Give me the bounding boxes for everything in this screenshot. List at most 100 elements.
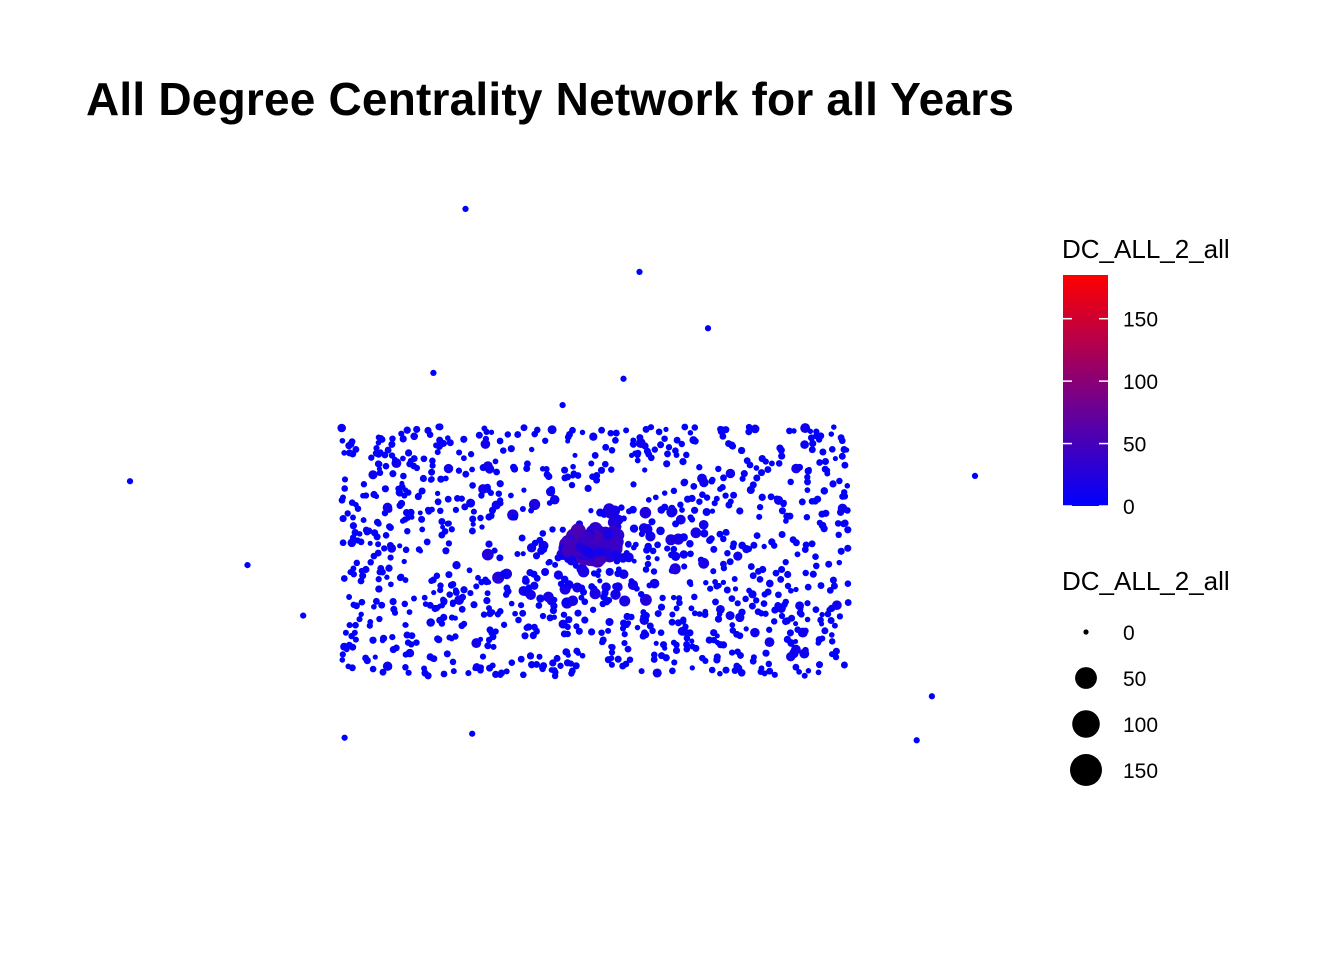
node-point [402,651,409,658]
node-point [581,616,589,624]
node-point [605,567,614,576]
node-point [791,463,801,474]
node-point [358,611,364,617]
node-point [384,574,390,580]
node-point [725,468,736,479]
node-point [776,444,784,452]
node-point [515,616,522,624]
outlier-node-point [636,268,643,276]
node-point [526,652,535,660]
node-point [431,590,437,596]
node-point [526,543,537,553]
node-point [446,520,452,527]
node-point [503,584,511,592]
node-point [479,524,485,530]
node-point [682,623,689,630]
node-point [413,639,420,646]
node-point [387,554,394,561]
node-point [716,582,722,589]
node-point [400,472,407,480]
node-point [543,591,554,603]
node-point [812,562,820,570]
node-point [764,637,775,647]
node-point [413,425,421,433]
node-point [415,492,422,499]
node-point [689,638,695,644]
size-legend-key [1083,629,1089,635]
node-point [624,645,632,653]
node-point [676,599,683,607]
node-point [667,506,678,517]
node-point [804,473,811,481]
node-point [715,465,722,473]
node-point [698,557,710,569]
node-point [641,631,650,639]
node-point [494,611,502,618]
node-point [609,505,621,517]
node-point [568,481,576,489]
node-point [562,598,570,606]
node-point [784,570,792,579]
node-point [400,455,406,462]
node-point [375,585,383,593]
node-point [344,510,351,517]
node-point [469,515,477,523]
node-point [572,582,583,593]
node-point [437,582,444,589]
colorbar [1063,275,1108,506]
node-point [369,665,377,673]
node-point [672,646,681,655]
node-point [385,564,393,572]
node-point [756,503,764,511]
node-point [426,601,434,609]
node-point [475,574,481,581]
node-point [452,588,460,596]
node-point [767,493,775,501]
node-point [713,495,720,502]
node-point [836,477,843,485]
node-point [454,595,464,605]
node-point [389,633,396,641]
node-point [372,597,380,605]
node-point [523,465,531,473]
node-point [483,461,493,471]
size-legend-label: 50 [1123,668,1146,691]
node-point [410,455,418,463]
node-point [541,568,550,576]
node-point [446,591,453,598]
node-point [526,569,534,577]
node-point [349,522,358,530]
node-point [531,623,538,631]
node-point [477,514,484,522]
node-point [765,660,773,668]
node-point [519,505,526,513]
node-point [552,561,559,568]
node-point [428,468,436,476]
node-point [534,426,541,434]
node-point [765,579,774,588]
node-point [824,470,831,477]
size-legend-label: 150 [1123,760,1158,783]
node-point [401,492,408,499]
node-point [352,636,359,643]
node-point [654,556,660,562]
node-point [761,543,767,550]
outlier-node-point [971,472,979,480]
node-point [404,528,411,535]
node-point [778,612,786,620]
hub-node-point [603,528,615,540]
node-point [786,629,794,637]
chart-title: All Degree Centrality Network for all Ye… [86,73,1015,125]
node-point [368,470,378,480]
node-point [719,426,726,433]
node-point [536,653,543,660]
outlier-node-point [928,693,936,700]
node-point [657,629,665,636]
node-point [339,437,346,444]
node-point [710,545,718,553]
node-point [738,608,746,616]
node-point [812,606,820,613]
node-point [381,485,389,493]
node-point [546,500,553,506]
node-point [539,530,547,537]
